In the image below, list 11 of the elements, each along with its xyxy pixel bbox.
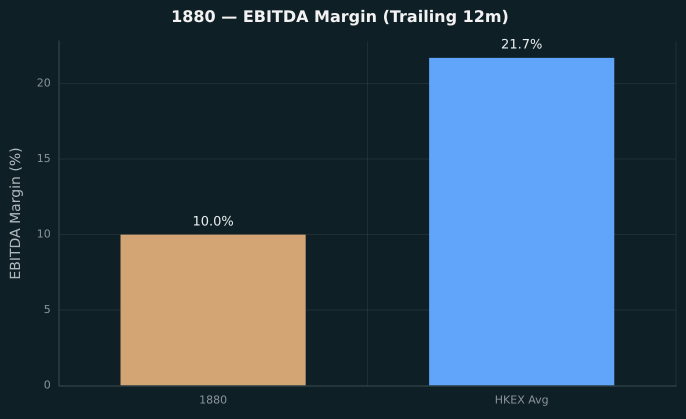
y-tick-label: 15 bbox=[36, 152, 51, 165]
x-tick-label: 1880 bbox=[199, 393, 228, 406]
data-label: 10.0% bbox=[192, 214, 234, 230]
chart-title: 1880 — EBITDA Margin (Trailing 12m) bbox=[171, 6, 509, 26]
data-label: 21.7% bbox=[501, 38, 542, 53]
x-tick-label: HKEX Avg bbox=[494, 393, 549, 406]
y-tick-label: 5 bbox=[44, 303, 51, 316]
y-tick-label: 20 bbox=[36, 76, 51, 90]
y-tick-label: 10 bbox=[36, 228, 51, 241]
y-tick-label: 0 bbox=[44, 378, 51, 392]
y-axis-title: EBITDA Margin (%) bbox=[8, 147, 24, 280]
